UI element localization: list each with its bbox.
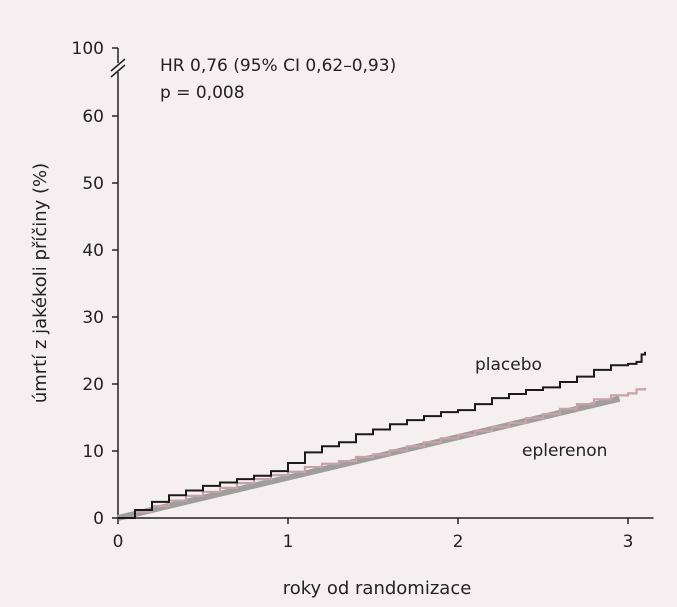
series-label-eplerenon: eplerenon bbox=[522, 441, 607, 461]
x-axis-label: roky od randomizace bbox=[283, 578, 472, 599]
x-tick-label: 1 bbox=[283, 532, 294, 552]
y-tick-label: 10 bbox=[82, 442, 104, 462]
series-line-placebo bbox=[118, 351, 646, 519]
axis-break-mark bbox=[110, 58, 126, 72]
y-tick-label: 40 bbox=[82, 241, 104, 261]
x-tick-label: 2 bbox=[453, 532, 464, 552]
y-tick-label: 60 bbox=[82, 107, 104, 127]
ticks-group: 0 10 20 30 40 50 60 0 1 2 3 bbox=[82, 107, 633, 552]
y-axis-label: úmrtí z jakékoli příčiny (%) bbox=[30, 163, 51, 403]
hr-annotation: HR 0,76 (95% CI 0,62–0,93) bbox=[160, 56, 396, 76]
labels-group: roky od randomizace úmrtí z jakékoli pří… bbox=[30, 56, 607, 599]
axes-group: 100 bbox=[72, 39, 654, 519]
y-tick-label-100: 100 bbox=[72, 39, 104, 59]
x-tick-label: 0 bbox=[113, 532, 124, 552]
series-group bbox=[117, 351, 647, 521]
p-value-annotation: p = 0,008 bbox=[160, 83, 245, 103]
y-tick-label: 20 bbox=[82, 375, 104, 395]
series-label-placebo: placebo bbox=[475, 355, 542, 375]
y-tick-label: 0 bbox=[93, 509, 104, 529]
x-tick-label: 3 bbox=[623, 532, 634, 552]
series-line-eplerenon bbox=[118, 388, 647, 520]
y-tick-label: 50 bbox=[82, 174, 104, 194]
y-tick-label: 30 bbox=[82, 308, 104, 328]
axis-break-mark bbox=[110, 64, 126, 78]
